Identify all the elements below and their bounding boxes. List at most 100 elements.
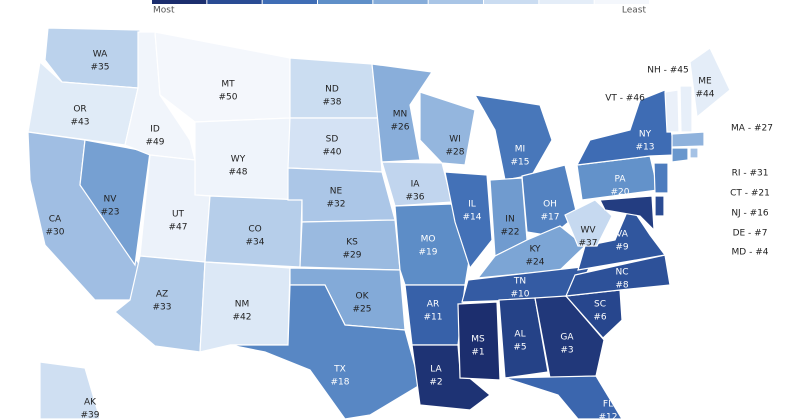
state-abbr: MO: [421, 235, 436, 245]
state-rank: #33: [153, 303, 172, 313]
state-rank: #39: [81, 411, 100, 419]
legend-swatch: [262, 0, 317, 4]
state-abbr: PA: [614, 175, 626, 185]
state-abbr: SD: [326, 135, 339, 145]
state: [564, 199, 613, 247]
state: [504, 375, 623, 419]
state-abbr: OH: [543, 200, 557, 210]
state: [664, 89, 680, 133]
state-abbr: IN: [505, 215, 514, 225]
state: [419, 91, 476, 166]
state-abbr: NY: [639, 130, 652, 140]
state-rank: #13: [636, 143, 655, 153]
state: [671, 131, 705, 148]
state-abbr: ND: [325, 85, 339, 95]
state-abbr: NV: [104, 195, 118, 205]
state-rank: #36: [406, 193, 425, 203]
state-callout: MD - #4: [732, 248, 769, 258]
state-rank: #38: [323, 98, 342, 108]
state: [287, 117, 383, 173]
state-rank: #26: [391, 123, 410, 133]
state: [79, 139, 151, 267]
state: [671, 147, 689, 163]
state-abbr: CA: [49, 215, 62, 225]
state-abbr: KS: [346, 238, 358, 248]
state-rank: #42: [233, 313, 252, 323]
state-abbr: WI: [449, 135, 461, 145]
state: [229, 284, 421, 419]
state-rank: #1: [471, 348, 484, 358]
state-rank: #32: [327, 200, 346, 210]
state-abbr: NC: [615, 268, 628, 278]
state-rank: #47: [169, 223, 188, 233]
state-rank: #48: [229, 168, 248, 178]
state-abbr: WA: [93, 50, 108, 60]
state-abbr: MN: [393, 110, 408, 120]
state-abbr: VA: [616, 230, 629, 240]
state-rank: #40: [323, 148, 342, 158]
state-abbr: ID: [150, 125, 160, 135]
state-callout: DE - #7: [733, 229, 768, 239]
state-callout: VT - #46: [605, 94, 645, 104]
legend-swatch: [318, 0, 373, 4]
legend-swatch: [373, 0, 428, 4]
state-rank: #24: [526, 258, 545, 268]
state-rank: #50: [219, 93, 238, 103]
state-rank: #43: [71, 118, 90, 128]
state-rank: #37: [579, 239, 598, 249]
legend-most: Most: [153, 6, 175, 16]
state-rank: #11: [424, 313, 443, 323]
state: [457, 301, 501, 381]
state-rank: #49: [146, 138, 165, 148]
state-rank: #15: [511, 158, 530, 168]
state-rank: #29: [343, 251, 362, 261]
state: [577, 203, 667, 271]
state-rank: #44: [696, 90, 715, 100]
legend-swatch: [207, 0, 262, 4]
legend-swatch: [428, 0, 483, 4]
legend-swatch: [539, 0, 594, 4]
state-abbr: AK: [84, 398, 97, 408]
state-rank: #18: [331, 378, 350, 388]
state-abbr: NM: [235, 300, 250, 310]
state-abbr: GA: [560, 333, 574, 343]
state-rank: #19: [419, 248, 438, 258]
state-abbr: WY: [231, 155, 246, 165]
state-abbr: WV: [580, 226, 596, 236]
state-callout: NJ - #16: [731, 209, 769, 219]
state-abbr: AR: [427, 300, 439, 310]
state-rank: #9: [615, 243, 629, 253]
state: [371, 63, 434, 163]
legend-swatch: [152, 0, 207, 4]
state-abbr: AL: [514, 330, 525, 340]
state-callout: MA - #27: [731, 124, 773, 134]
state-rank: #34: [246, 238, 265, 248]
state: [521, 164, 578, 237]
state-rank: #25: [353, 305, 372, 315]
state-abbr: MT: [221, 80, 235, 90]
legend-swatch: [594, 0, 649, 4]
state-callout: NH - #45: [647, 66, 688, 76]
legend-swatch: [484, 0, 539, 4]
state-rank: #17: [541, 213, 560, 223]
state-callout: CT - #21: [730, 189, 770, 199]
state-abbr: LA: [430, 365, 442, 375]
state-rank: #3: [560, 346, 573, 356]
state-rank: #6: [593, 313, 607, 323]
state: [154, 31, 291, 123]
state-rank: #5: [513, 343, 526, 353]
state: [39, 361, 101, 419]
legend: Most Least: [152, 0, 649, 16]
state: [689, 47, 731, 119]
state-abbr: TN: [513, 277, 526, 287]
state: [599, 195, 655, 232]
state-abbr: AZ: [156, 290, 168, 300]
state: [679, 85, 693, 133]
state-rank: #23: [101, 208, 120, 218]
state-abbr: IL: [468, 200, 476, 210]
state-abbr: KY: [529, 245, 541, 255]
state-rank: #10: [511, 290, 530, 300]
state-rank: #2: [429, 378, 442, 388]
state-abbr: NE: [330, 187, 343, 197]
